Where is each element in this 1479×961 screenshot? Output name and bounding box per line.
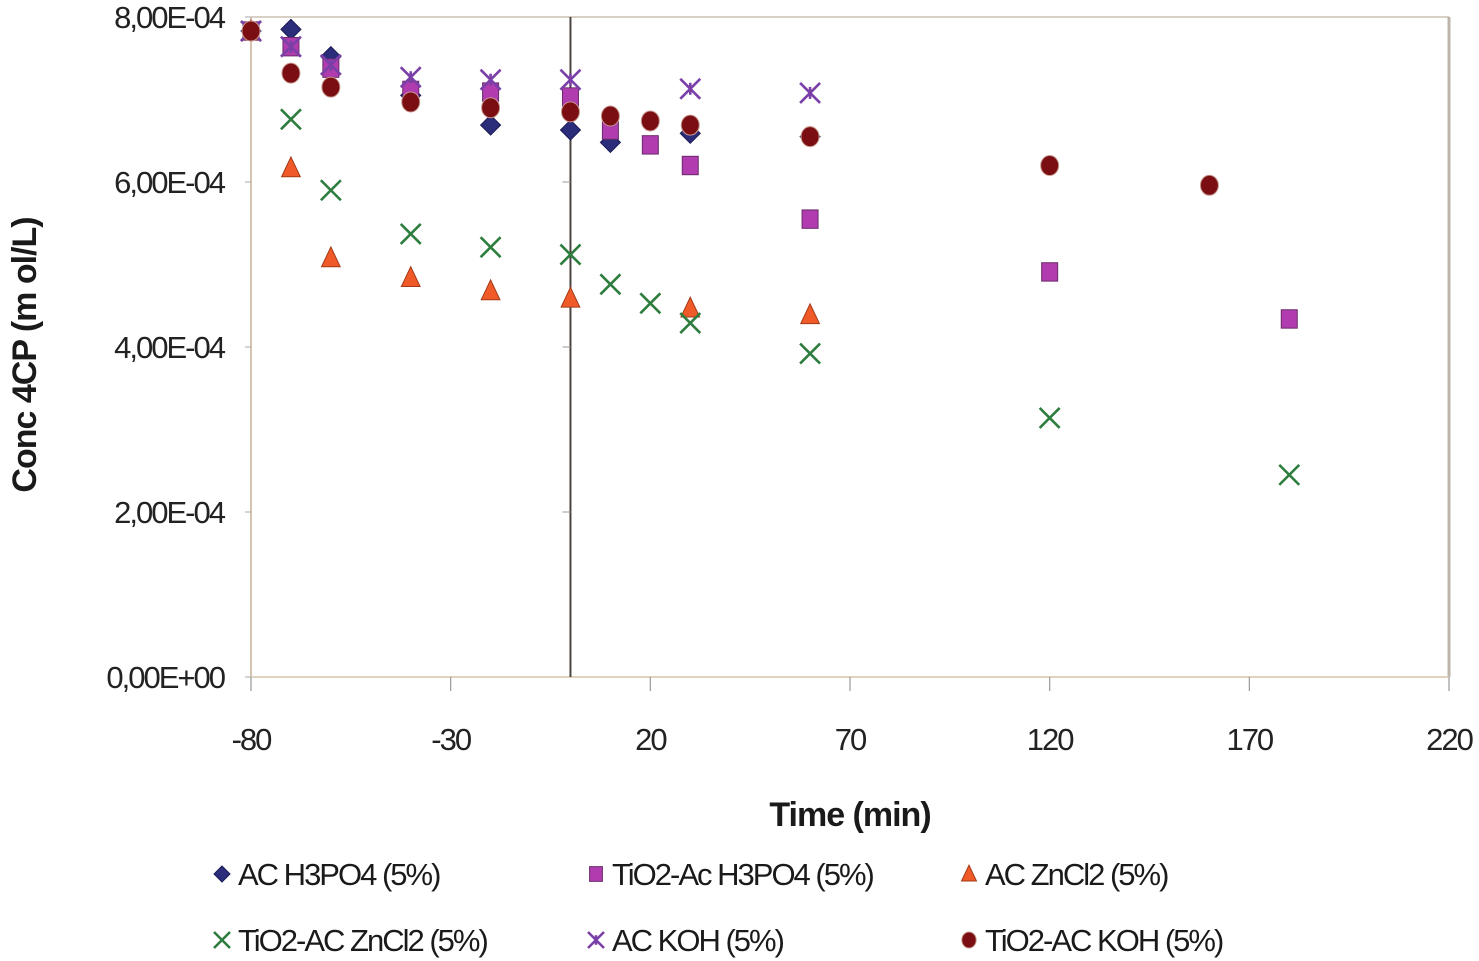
data-point bbox=[1199, 174, 1219, 196]
data-point bbox=[801, 209, 819, 229]
legend-marker-asterisk bbox=[587, 931, 605, 949]
data-point bbox=[280, 155, 302, 178]
data-point bbox=[679, 77, 702, 100]
y-tick-label: 2,00E-04 bbox=[114, 495, 226, 530]
data-point bbox=[559, 243, 582, 266]
data-point bbox=[399, 66, 422, 89]
data-point bbox=[800, 126, 820, 148]
legend: AC H3PO4 (5%) TiO2-Ac H3PO4 (5%) AC ZnCl2 … bbox=[213, 857, 1225, 958]
data-point bbox=[479, 236, 502, 259]
data-point bbox=[599, 273, 622, 296]
x-tick-label: 170 bbox=[1226, 722, 1273, 757]
data-point bbox=[799, 342, 821, 365]
series-triangle bbox=[240, 18, 821, 325]
legend-label: TiO2-AC KOH (5%) bbox=[985, 923, 1223, 958]
data-point bbox=[320, 245, 342, 268]
x-tick-label: 120 bbox=[1027, 722, 1074, 757]
series-x bbox=[240, 20, 1301, 486]
legend-item: TiO2-Ac H3PO4 (5%) bbox=[589, 857, 876, 892]
plot-area bbox=[250, 16, 1451, 678]
data-point bbox=[1040, 155, 1060, 176]
x-tick-label: 70 bbox=[835, 722, 867, 757]
y-axis: 0,00E+00 2,00E-04 4,00E-04 6,00E-04 8,00E-04 bbox=[106, 0, 571, 695]
y-tick-label: 4,00E-04 bbox=[114, 330, 226, 365]
series-circle bbox=[241, 20, 1219, 196]
legend-label: TiO2-AC ZnCl2 (5%) bbox=[238, 923, 487, 958]
data-point bbox=[281, 62, 301, 84]
x-tick-label: 220 bbox=[1426, 722, 1473, 757]
data-point bbox=[479, 68, 502, 91]
data-point bbox=[639, 292, 662, 315]
y-tick-label: 6,00E-04 bbox=[114, 165, 226, 200]
data-point bbox=[560, 101, 580, 123]
legend-marker-square bbox=[589, 866, 603, 882]
legend-item: AC KOH (5%) bbox=[587, 923, 786, 958]
data-point bbox=[319, 53, 342, 76]
data-point bbox=[681, 155, 699, 176]
data-point bbox=[241, 20, 261, 42]
y-axis-title: Conc 4CP (m ol/L) bbox=[6, 217, 44, 492]
data-point bbox=[799, 302, 821, 325]
data-point bbox=[280, 18, 302, 41]
data-points bbox=[240, 18, 1301, 486]
x-axis-title: Time (min) bbox=[769, 796, 930, 834]
data-point bbox=[600, 105, 620, 127]
data-point bbox=[640, 110, 660, 132]
legend-item: AC H3PO4 (5%) bbox=[213, 857, 442, 892]
data-point bbox=[1041, 262, 1059, 282]
legend-label: TiO2-Ac H3PO4 (5%) bbox=[612, 857, 874, 892]
data-point bbox=[280, 35, 302, 58]
data-point bbox=[1278, 463, 1301, 486]
y-tick-label: 8,00E-04 bbox=[114, 0, 226, 35]
data-point bbox=[400, 265, 421, 287]
legend-marker-triangle bbox=[960, 864, 978, 882]
data-point bbox=[1038, 407, 1061, 429]
data-point bbox=[399, 223, 422, 245]
legend-label: AC KOH (5%) bbox=[612, 923, 784, 958]
data-point bbox=[321, 76, 341, 98]
legend-item: TiO2-AC KOH (5%) bbox=[961, 923, 1225, 958]
y-tick-label: 0,00E+00 bbox=[106, 660, 225, 695]
data-point bbox=[481, 97, 501, 119]
data-point bbox=[401, 91, 421, 113]
legend-marker-circle bbox=[961, 931, 977, 949]
legend-label: AC ZnCl2 (5%) bbox=[985, 857, 1168, 892]
data-point bbox=[559, 119, 582, 141]
data-point bbox=[559, 68, 582, 91]
data-point bbox=[799, 81, 821, 104]
data-point bbox=[319, 179, 342, 202]
data-point bbox=[1280, 309, 1298, 329]
data-point bbox=[641, 135, 659, 155]
data-point bbox=[680, 114, 700, 136]
x-tick-label: -30 bbox=[431, 722, 472, 757]
data-point bbox=[560, 286, 581, 308]
data-point bbox=[679, 312, 702, 334]
x-tick-label: -80 bbox=[232, 722, 273, 757]
x-tick-label: 20 bbox=[635, 722, 667, 757]
legend-item: AC ZnCl2 (5%) bbox=[960, 857, 1170, 892]
x-axis: -80 -30 20 70 120 170 220 bbox=[232, 677, 1476, 757]
legend-label: AC H3PO4 (5%) bbox=[238, 857, 440, 892]
legend-item: TiO2-AC ZnCl2 (5%) bbox=[213, 923, 489, 958]
data-point bbox=[479, 114, 502, 136]
legend-marker-x bbox=[213, 931, 231, 949]
legend-marker-diamond bbox=[213, 865, 231, 883]
data-point bbox=[480, 278, 501, 301]
data-point bbox=[280, 108, 302, 131]
data-point bbox=[680, 296, 701, 318]
